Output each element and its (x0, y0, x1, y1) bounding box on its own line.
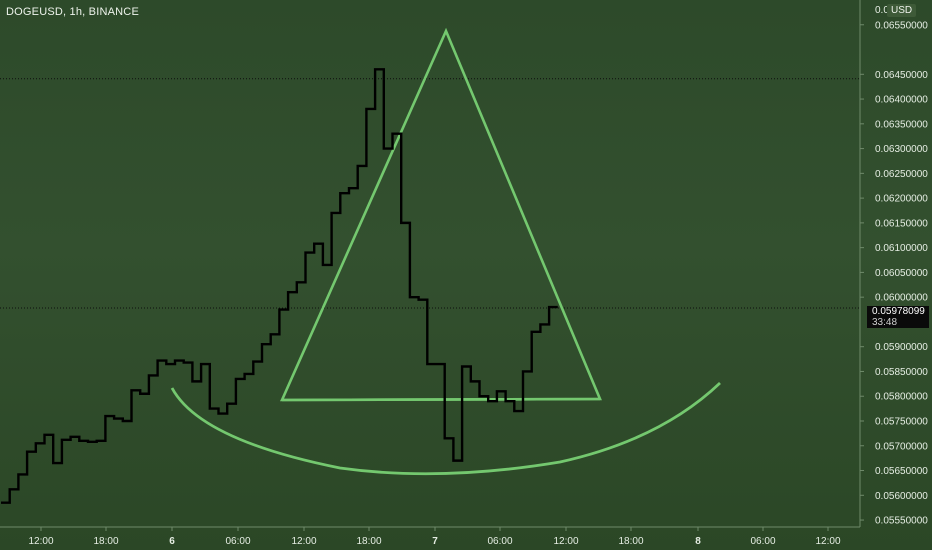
price-tick-label: 0.05550000 (875, 516, 928, 527)
price-tick-label: 0.05900000 (875, 342, 928, 353)
price-tick-label: 0.06250000 (875, 169, 928, 180)
last-price-tag: 0.05978099 33:48 (867, 306, 929, 328)
time-tick-label: 12:00 (28, 536, 53, 547)
time-tick-label: 18:00 (618, 536, 643, 547)
time-tick-label: 6 (169, 536, 175, 547)
price-axis[interactable]: 0.06550000 0.06450000 0.06400000 0.06350000… (859, 0, 928, 527)
time-tick-label: 7 (432, 536, 438, 547)
baseline-drawing[interactable] (281, 397, 601, 402)
time-tick-label: 06:00 (750, 536, 775, 547)
price-tick-label: 0.05850000 (875, 367, 928, 378)
time-tick-label: 12:00 (553, 536, 578, 547)
symbol-title: DOGEUSD, 1h, BINANCE (6, 6, 139, 18)
time-tick-label: 8 (695, 536, 701, 547)
price-tick-label: 0.06200000 (875, 194, 928, 205)
time-tick-label: 18:00 (356, 536, 381, 547)
price-tick-label: 0.05800000 (875, 392, 928, 403)
time-tick-label: 06:00 (225, 536, 250, 547)
price-tick-label: 0.05750000 (875, 416, 928, 427)
arc-drawing[interactable] (170, 381, 721, 476)
price-tick-label: 0.06400000 (875, 95, 928, 106)
price-tick-label: 0.06450000 (875, 70, 928, 81)
time-axis[interactable]: 12:00 18:00 6 06:00 12:00 18:00 7 06:00 12:00 18:… (0, 526, 860, 547)
last-price-value: 0.05978099 (872, 306, 925, 317)
grid-layer (0, 78, 860, 309)
bar-countdown: 33:48 (872, 317, 898, 328)
price-tick-label: 0.06300000 (875, 144, 928, 155)
price-tick-label: 0.05600000 (875, 491, 928, 502)
time-tick-label: 12:00 (815, 536, 840, 547)
time-tick-label: 06:00 (487, 536, 512, 547)
price-tick-label: 0.05700000 (875, 441, 928, 452)
time-tick-label: 18:00 (93, 536, 118, 547)
price-tick-label: 0.06100000 (875, 243, 928, 254)
price-tick-label: 0.06050000 (875, 268, 928, 279)
currency-badge[interactable]: USD (887, 4, 917, 17)
price-tick-label: 0.06350000 (875, 119, 928, 130)
price-tick-label: 0.05650000 (875, 466, 928, 477)
price-tick-label: 0.06150000 (875, 218, 928, 229)
time-tick-label: 12:00 (291, 536, 316, 547)
drawing-layer[interactable] (170, 27, 721, 476)
series-layer (1, 68, 558, 504)
price-tick-label: 0.06000000 (875, 293, 928, 304)
price-tick-label: 0.06550000 (875, 20, 928, 31)
triangle-drawing[interactable] (279, 27, 602, 402)
price-series-line (1, 68, 558, 504)
